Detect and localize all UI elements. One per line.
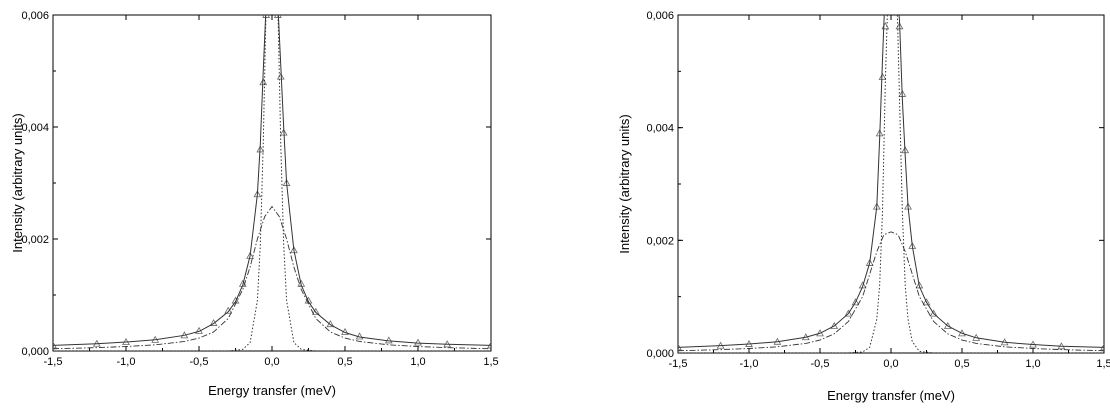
series-group-right [678,15,1104,353]
data-point-marker [266,1,272,7]
data-point-marker [865,258,874,266]
data-point-marker [259,78,268,86]
data-point-marker [311,307,320,315]
series-group-left [53,1,491,351]
data-point-marker [858,281,867,289]
x-tick-label-right: 0,5 [954,358,969,370]
x-axis-title-right: Energy transfer (meV) [827,388,955,403]
y-tick-label-right: 0,000 [646,348,674,360]
data-points-left [53,1,491,349]
plot-frame-left [52,14,492,352]
data-point-marker [290,246,298,254]
data-point-marker [844,309,853,317]
x-tick-label-right: 1,5 [1096,358,1110,370]
data-point-marker [943,321,952,329]
total-fit-line-left [53,15,491,346]
x-axis-title-left: Energy transfer (meV) [208,383,336,398]
total-fit-line-right [678,15,1104,348]
elastic-peak-line-left [53,15,491,351]
quasielastic-line-left [53,205,491,350]
data-point-marker [915,281,924,289]
y-axis-title-left: Intensity (arbitrary units) [10,113,25,252]
y-axis-left: 0,000 0,002 0,004 0,006 [21,10,491,358]
x-axis-left: -1,5 -1,0 -0,5 0,0 0,5 1,0 1,5 [44,15,499,368]
y-tick-label-right: 0,006 [646,10,674,22]
x-tick-label-left: -1,0 [117,356,136,368]
x-tick-label-left: -1,5 [44,356,63,368]
data-point-marker [881,22,890,30]
y-tick-label-left: 0,000 [21,346,49,358]
x-tick-label-right: -0,5 [811,358,830,370]
x-tick-label-right: -1,5 [669,358,688,370]
x-axis-right: -1,5 -1,0 -0,5 0,0 0,5 1,0 1,5 [669,15,1110,370]
data-point-marker [878,72,887,80]
y-tick-label-left: 0,004 [21,122,49,134]
data-point-marker [246,251,254,259]
data-point-marker [830,321,839,329]
x-tick-label-right: -1,0 [740,358,759,370]
x-tick-label-left: 0,0 [264,356,279,368]
chart-left: -1,5 -1,0 -0,5 0,0 0,5 1,0 1,5 0,000 0,002 0,004… [10,1,499,398]
quasielastic-line-right [678,231,1104,352]
data-point-marker [384,336,393,344]
x-tick-label-left: -0,5 [190,356,209,368]
x-tick-label-left: 1,5 [483,356,498,368]
y-axis-title-right: Intensity (arbitrary units) [617,114,632,253]
data-point-marker [272,1,278,7]
elastic-peak-line-right [678,15,1104,353]
x-tick-label-left: 0,5 [337,356,352,368]
x-tick-label-left: 1,0 [410,356,425,368]
x-tick-label-right: 1,0 [1025,358,1040,370]
plot-frame-right [677,14,1105,354]
data-point-marker [297,279,306,287]
data-point-marker [851,298,860,306]
y-tick-label-right: 0,004 [646,123,674,135]
data-point-marker [922,298,931,306]
data-point-marker [929,309,938,317]
y-axis-right: 0,000 0,002 0,004 0,006 [646,10,1104,360]
data-point-marker [414,338,422,346]
y-tick-label-left: 0,002 [21,234,49,246]
y-tick-label-right: 0,002 [646,235,674,247]
data-points-right [678,22,1104,351]
y-tick-label-left: 0,006 [21,10,49,22]
data-point-marker [273,15,282,18]
x-tick-label-right: 0,0 [883,358,898,370]
chart-right: -1,5 -1,0 -0,5 0,0 0,5 1,0 1,5 0,000 0,002 0,004… [617,10,1110,403]
